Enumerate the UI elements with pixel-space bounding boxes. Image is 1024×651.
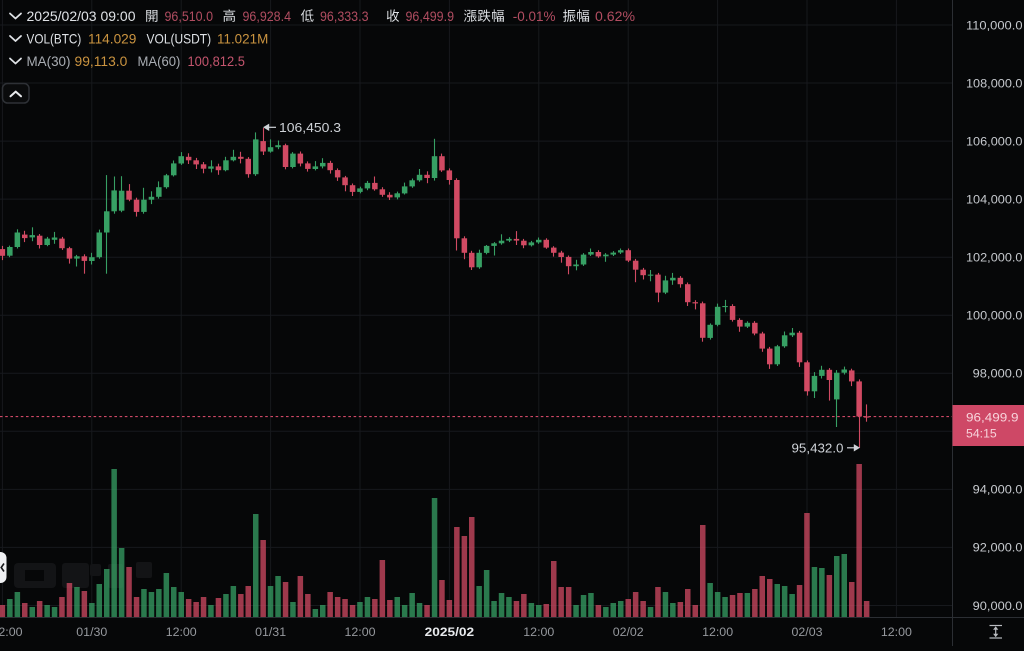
svg-text:12:00: 12:00 (881, 625, 912, 639)
svg-text:110,000.0: 110,000.0 (966, 18, 1023, 32)
svg-text:01/31: 01/31 (255, 625, 286, 639)
svg-text:106,000.0: 106,000.0 (966, 134, 1023, 148)
svg-text:108,000.0: 108,000.0 (966, 76, 1023, 90)
svg-text:96,928.4: 96,928.4 (243, 9, 292, 24)
svg-text:02/03: 02/03 (791, 625, 822, 639)
svg-text:12:00: 12:00 (702, 625, 733, 639)
svg-text:106,450.3: 106,450.3 (279, 120, 341, 135)
svg-text:96,499.9: 96,499.9 (406, 9, 455, 24)
svg-text:12:00: 12:00 (0, 625, 23, 639)
svg-text:0.62%: 0.62% (595, 9, 635, 24)
svg-text:MA(30): MA(30) (27, 54, 71, 69)
svg-text:02/02: 02/02 (613, 625, 644, 639)
svg-text:2025/02/03 09:00: 2025/02/03 09:00 (27, 9, 136, 24)
svg-text:VOL(USDT): VOL(USDT) (147, 31, 212, 46)
svg-text:96,510.0: 96,510.0 (165, 9, 214, 24)
svg-text:102,000.0: 102,000.0 (966, 251, 1023, 265)
svg-text:12:00: 12:00 (166, 625, 197, 639)
svg-text:114.029: 114.029 (88, 31, 136, 46)
svg-text:2025/02: 2025/02 (425, 625, 475, 639)
svg-text:12:00: 12:00 (523, 625, 554, 639)
svg-text:100,000.0: 100,000.0 (966, 309, 1023, 323)
svg-text:96,333.3: 96,333.3 (320, 9, 369, 24)
svg-text:92,000.0: 92,000.0 (973, 541, 1023, 555)
svg-text:94,000.0: 94,000.0 (973, 483, 1023, 497)
svg-text:01/30: 01/30 (76, 625, 107, 639)
svg-text:VOL(BTC): VOL(BTC) (27, 31, 82, 46)
svg-text:-0.01%: -0.01% (513, 9, 556, 24)
svg-text:12:00: 12:00 (344, 625, 375, 639)
svg-text:MA(60): MA(60) (138, 54, 181, 69)
svg-text:96,499.9: 96,499.9 (966, 410, 1019, 424)
svg-text:100,812.5: 100,812.5 (188, 54, 245, 69)
svg-text:99,113.0: 99,113.0 (75, 54, 128, 69)
svg-text:54:15: 54:15 (966, 427, 997, 441)
svg-text:90,000.0: 90,000.0 (973, 599, 1023, 613)
svg-text:98,000.0: 98,000.0 (973, 367, 1023, 381)
svg-text:11.021M: 11.021M (217, 31, 268, 46)
svg-text:104,000.0: 104,000.0 (966, 192, 1023, 206)
svg-text:95,432.0: 95,432.0 (792, 440, 844, 455)
